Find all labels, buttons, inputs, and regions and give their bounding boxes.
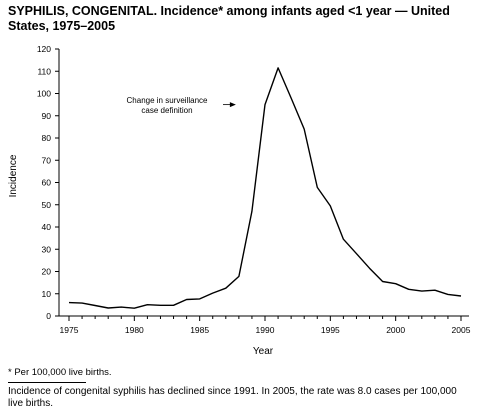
incidence-line <box>68 67 462 309</box>
x-tick-label: 2000 <box>386 325 405 335</box>
x-tick-label: 1985 <box>190 325 209 335</box>
y-tick-label: 120 <box>37 44 51 54</box>
axes <box>58 49 469 317</box>
x-tick-label: 2005 <box>452 325 471 335</box>
y-tick-label: 70 <box>42 155 52 165</box>
x-tick-label: 1975 <box>60 325 79 335</box>
y-tick-label: 40 <box>42 222 52 232</box>
annotation-text: case definition <box>141 106 192 115</box>
footnote-divider <box>8 382 86 383</box>
annotation-text: Change in surveillance <box>127 96 208 105</box>
y-tick-label: 100 <box>37 89 51 99</box>
series-layer <box>68 67 462 309</box>
x-axis-title: Year <box>253 346 274 357</box>
y-tick-label: 30 <box>42 244 52 254</box>
y-tick-label: 20 <box>42 267 52 277</box>
x-axis-ticks: 1975 1980 1985 1990 1995 2000 2005 <box>60 316 471 335</box>
caption: Incidence of congenital syphilis has dec… <box>8 386 457 409</box>
x-tick-label: 1990 <box>256 325 275 335</box>
y-tick-label: 0 <box>46 311 51 321</box>
footnote: * Per 100,000 live births. <box>8 367 112 378</box>
chart-title: SYPHILIS, CONGENITAL. Incidence* among i… <box>8 4 450 33</box>
x-tick-label: 1980 <box>125 325 144 335</box>
y-axis-title: Incidence <box>8 154 19 197</box>
y-tick-label: 80 <box>42 133 52 143</box>
y-axis-ticks: 0 10 20 30 40 50 60 70 80 90 100 110 120 <box>37 44 59 321</box>
y-tick-label: 60 <box>42 178 52 188</box>
y-tick-label: 10 <box>42 289 52 299</box>
y-tick-label: 90 <box>42 111 52 121</box>
annotation-arrowhead <box>229 102 236 108</box>
y-tick-label: 50 <box>42 200 52 210</box>
y-tick-label: 110 <box>37 66 51 76</box>
x-tick-label: 1995 <box>321 325 340 335</box>
